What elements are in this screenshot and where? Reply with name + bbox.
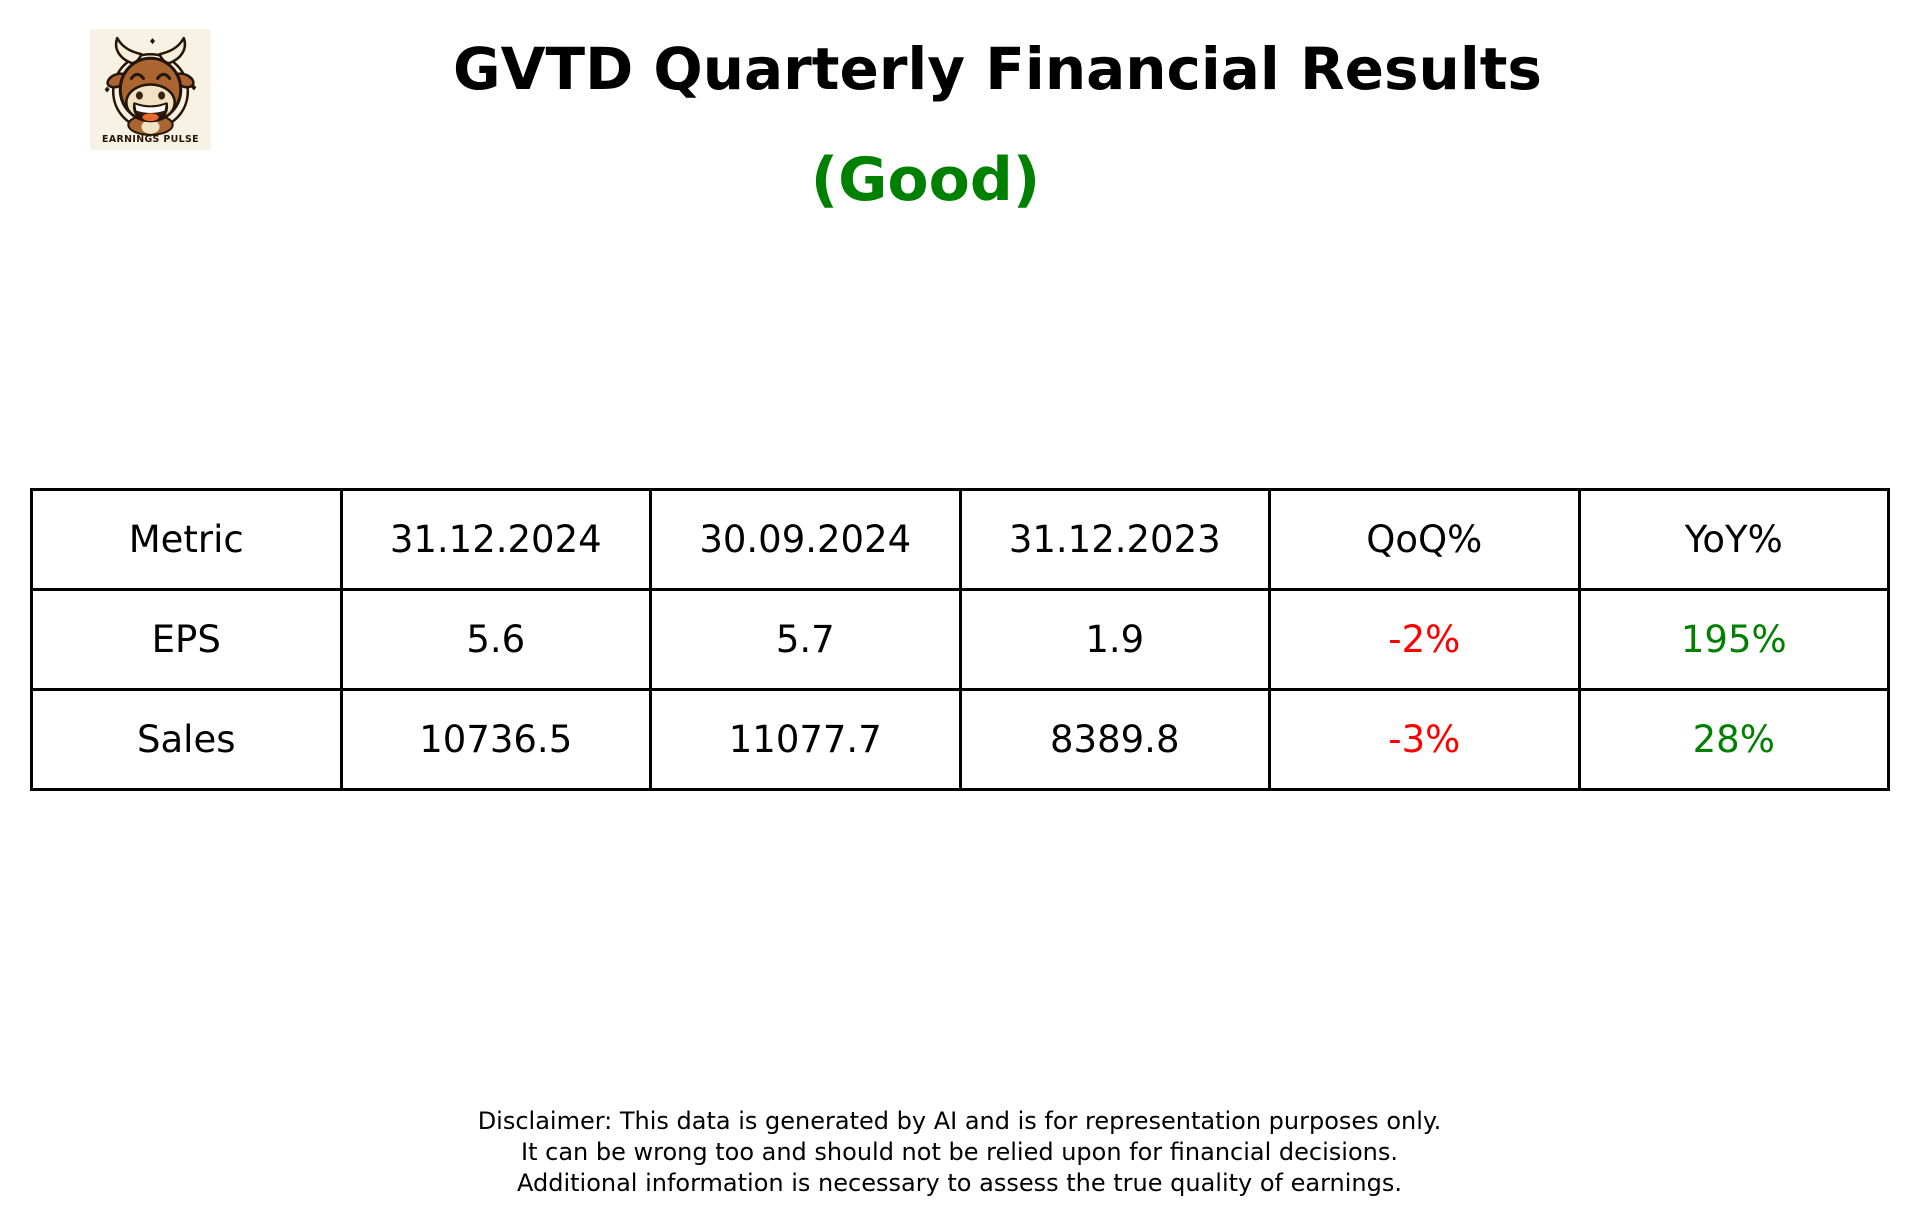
table-row-sales: Sales 10736.5 11077.7 8389.8 -3% 28%	[30, 688, 1890, 791]
disclaimer: Disclaimer: This data is generated by AI…	[0, 1106, 1919, 1199]
col-header-metric: Metric	[30, 488, 343, 591]
results-table: Metric 31.12.2024 30.09.2024 31.12.2023 …	[30, 488, 1890, 791]
page-title: GVTD Quarterly Financial Results	[453, 35, 1542, 103]
sales-metric-cell: Sales	[30, 688, 343, 791]
disclaimer-line-2: It can be wrong too and should not be re…	[521, 1138, 1398, 1166]
eps-previous-cell: 5.7	[649, 588, 962, 691]
table-header-row: Metric 31.12.2024 30.09.2024 31.12.2023 …	[30, 488, 1890, 591]
brand-label: EARNINGS PULSE	[102, 134, 199, 145]
disclaimer-line-1: Disclaimer: This data is generated by AI…	[477, 1107, 1442, 1135]
verdict-subtitle: (Good)	[810, 145, 1041, 215]
eps-current-cell: 5.6	[339, 588, 652, 691]
table-row-eps: EPS 5.6 5.7 1.9 -2% 195%	[30, 588, 1890, 691]
eps-metric-cell: EPS	[30, 588, 343, 691]
eps-yearago-cell: 1.9	[958, 588, 1271, 691]
col-header-q-previous: 30.09.2024	[649, 488, 962, 591]
sales-yearago-cell: 8389.8	[958, 688, 1271, 791]
eps-qoq-cell: -2%	[1268, 588, 1581, 691]
col-header-yoy: YoY%	[1577, 488, 1890, 591]
sales-qoq-cell: -3%	[1268, 688, 1581, 791]
col-header-q-yearago: 31.12.2023	[958, 488, 1271, 591]
sales-current-cell: 10736.5	[339, 688, 652, 791]
col-header-qoq: QoQ%	[1268, 488, 1581, 591]
laughing-bull-icon: EARNINGS PULSE	[90, 29, 211, 150]
sales-previous-cell: 11077.7	[649, 688, 962, 791]
disclaimer-line-3: Additional information is necessary to a…	[516, 1169, 1402, 1197]
col-header-q-current: 31.12.2024	[339, 488, 652, 591]
eps-yoy-cell: 195%	[1577, 588, 1890, 691]
sales-yoy-cell: 28%	[1577, 688, 1890, 791]
earnings-pulse-logo: EARNINGS PULSE	[90, 29, 211, 150]
